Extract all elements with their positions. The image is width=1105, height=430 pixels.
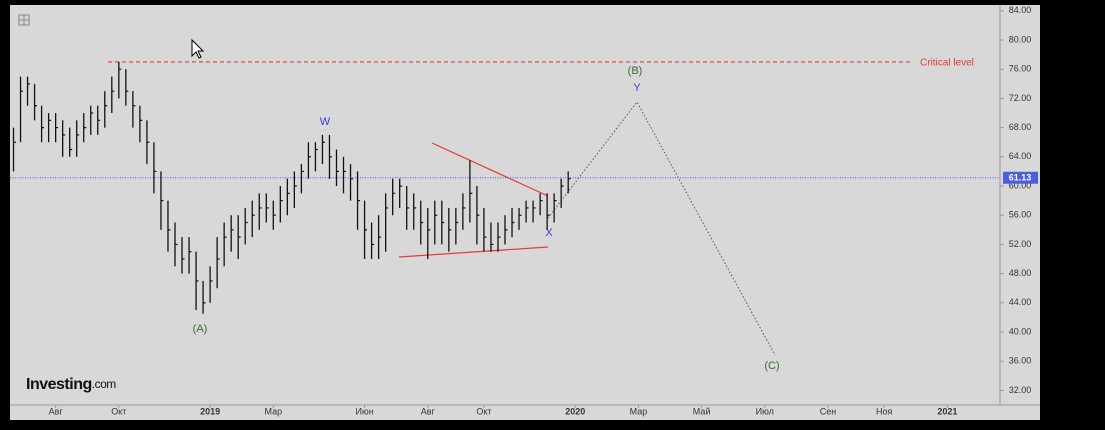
chart-panel: [10, 5, 1040, 420]
brand-name: Investing: [26, 376, 92, 393]
y-tick-label: 68.00: [1009, 122, 1032, 132]
y-tick-label: 64.00: [1009, 151, 1032, 161]
x-tick-label: Окт: [111, 406, 126, 416]
x-tick-label: Авг: [421, 406, 436, 416]
x-tick-label: 2019: [200, 406, 220, 416]
y-tick-label: 56.00: [1009, 210, 1032, 220]
triangle-upper: [431, 142, 549, 197]
last-price-label: 61.13: [1009, 173, 1032, 183]
y-tick-label: 60.00: [1009, 180, 1032, 190]
y-tick-label: 84.00: [1009, 5, 1032, 15]
cursor: [191, 38, 205, 59]
y-tick-label: 36.00: [1009, 356, 1032, 366]
x-tick-label: Июл: [756, 406, 774, 416]
x-tick-label: Окт: [476, 406, 491, 416]
x-tick-label: Сен: [820, 406, 837, 416]
brand-logo: Investing.com: [26, 376, 116, 393]
x-tick-label: Июн: [355, 406, 373, 416]
x-tick-label: Мар: [630, 406, 648, 416]
wave-label: W: [320, 116, 331, 128]
critical-level-label: Critical level: [920, 58, 974, 69]
y-tick-label: 32.00: [1009, 385, 1032, 395]
x-tick-label: Мар: [264, 406, 282, 416]
y-tick-label: 40.00: [1009, 326, 1032, 336]
x-tick-label: 2020: [565, 406, 585, 416]
wave-label: Y: [633, 82, 641, 94]
x-tick-label: 2021: [937, 406, 957, 416]
y-tick-label: 48.00: [1009, 268, 1032, 278]
triangle-lower: [398, 246, 549, 258]
wave-label: (A): [193, 323, 208, 335]
y-tick-label: 52.00: [1009, 239, 1032, 249]
last-price-box: [1003, 171, 1038, 184]
wave-label: (C): [764, 360, 779, 372]
y-tick-label: 44.00: [1009, 297, 1032, 307]
y-tick-label: 80.00: [1009, 34, 1032, 44]
brand-suffix: .com: [92, 377, 117, 391]
y-tick-label: 72.00: [1009, 93, 1032, 103]
expand-icon-cross: [19, 15, 29, 25]
x-tick-label: Ноя: [876, 406, 893, 416]
wave-label: (B): [628, 65, 643, 77]
wave-label: X: [545, 227, 553, 239]
x-tick-label: Авг: [49, 406, 64, 416]
x-tick-label: Май: [693, 406, 711, 416]
y-tick-label: 76.00: [1009, 64, 1032, 74]
